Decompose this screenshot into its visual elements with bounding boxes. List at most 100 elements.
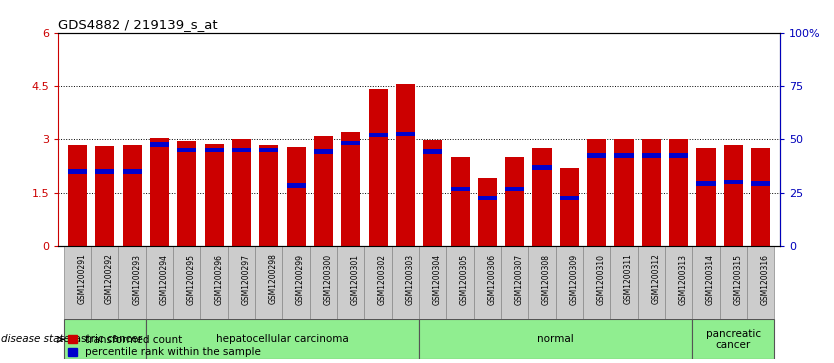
FancyBboxPatch shape (692, 319, 774, 359)
Text: GSM1200292: GSM1200292 (105, 254, 113, 305)
Text: GSM1200307: GSM1200307 (515, 253, 524, 305)
Bar (696, 182, 716, 186)
Bar (696, 148, 716, 246)
Bar (204, 144, 224, 246)
Bar (478, 179, 497, 246)
Bar (669, 139, 688, 246)
Bar (314, 150, 333, 154)
FancyBboxPatch shape (392, 246, 420, 319)
Text: GSM1200304: GSM1200304 (433, 253, 442, 305)
Text: gastric cancer: gastric cancer (68, 334, 142, 344)
Bar (587, 153, 606, 158)
Bar (396, 84, 415, 246)
Text: GSM1200311: GSM1200311 (624, 254, 633, 305)
Bar (95, 169, 114, 174)
Bar (642, 153, 661, 158)
Bar (232, 148, 251, 152)
Bar (204, 148, 224, 152)
Bar (450, 187, 470, 191)
FancyBboxPatch shape (420, 319, 692, 359)
FancyBboxPatch shape (173, 246, 200, 319)
FancyBboxPatch shape (474, 246, 501, 319)
FancyBboxPatch shape (146, 246, 173, 319)
Bar (423, 140, 442, 246)
Bar (724, 145, 743, 246)
FancyBboxPatch shape (529, 246, 555, 319)
FancyBboxPatch shape (91, 246, 118, 319)
FancyBboxPatch shape (501, 246, 529, 319)
Text: GSM1200314: GSM1200314 (706, 253, 715, 305)
Bar (396, 132, 415, 136)
Text: GSM1200291: GSM1200291 (78, 254, 87, 305)
FancyBboxPatch shape (720, 246, 747, 319)
Bar (751, 182, 771, 186)
Text: GSM1200303: GSM1200303 (405, 253, 414, 305)
FancyBboxPatch shape (364, 246, 392, 319)
Text: GSM1200312: GSM1200312 (651, 254, 661, 305)
FancyBboxPatch shape (337, 246, 364, 319)
Bar (751, 148, 771, 246)
Text: GSM1200306: GSM1200306 (487, 253, 496, 305)
Bar (341, 131, 360, 246)
Text: disease state: disease state (1, 334, 70, 344)
Text: GSM1200301: GSM1200301 (351, 253, 359, 305)
Bar (314, 136, 333, 246)
Text: GSM1200310: GSM1200310 (596, 253, 605, 305)
FancyBboxPatch shape (446, 246, 474, 319)
Bar (560, 196, 579, 200)
Text: GSM1200308: GSM1200308 (542, 253, 551, 305)
Text: GSM1200295: GSM1200295 (187, 253, 196, 305)
FancyBboxPatch shape (420, 246, 446, 319)
Text: hepatocellular carcinoma: hepatocellular carcinoma (216, 334, 349, 344)
Bar (178, 148, 196, 152)
FancyBboxPatch shape (64, 246, 91, 319)
Bar (259, 148, 279, 152)
Bar (369, 133, 388, 137)
Bar (123, 169, 142, 174)
Bar (178, 141, 196, 246)
FancyBboxPatch shape (64, 319, 146, 359)
Text: GSM1200300: GSM1200300 (324, 253, 333, 305)
Bar (150, 142, 169, 147)
Bar (68, 169, 87, 174)
FancyBboxPatch shape (583, 246, 610, 319)
FancyBboxPatch shape (638, 246, 665, 319)
Bar (532, 166, 551, 170)
Bar (587, 139, 606, 246)
Bar (123, 146, 142, 246)
Bar (560, 168, 579, 246)
FancyBboxPatch shape (200, 246, 228, 319)
FancyBboxPatch shape (118, 246, 146, 319)
Bar (423, 150, 442, 154)
Bar (369, 89, 388, 246)
Bar (341, 140, 360, 145)
FancyBboxPatch shape (146, 319, 420, 359)
Bar (478, 196, 497, 200)
Bar (287, 183, 306, 188)
Text: GSM1200298: GSM1200298 (269, 254, 278, 305)
Bar (150, 138, 169, 246)
Bar (615, 139, 634, 246)
Text: pancreatic
cancer: pancreatic cancer (706, 329, 761, 350)
Text: GSM1200313: GSM1200313 (679, 253, 688, 305)
Text: GSM1200293: GSM1200293 (132, 253, 141, 305)
Text: GDS4882 / 219139_s_at: GDS4882 / 219139_s_at (58, 19, 218, 32)
Bar (259, 145, 279, 246)
Bar (642, 139, 661, 246)
Text: GSM1200315: GSM1200315 (733, 253, 742, 305)
FancyBboxPatch shape (747, 246, 774, 319)
Bar (669, 153, 688, 158)
Text: GSM1200316: GSM1200316 (761, 253, 770, 305)
Legend: transformed count, percentile rank within the sample: transformed count, percentile rank withi… (63, 330, 265, 362)
Bar (95, 146, 114, 246)
FancyBboxPatch shape (610, 246, 638, 319)
Bar (232, 139, 251, 246)
Text: GSM1200294: GSM1200294 (159, 253, 168, 305)
FancyBboxPatch shape (692, 246, 720, 319)
Text: GSM1200302: GSM1200302 (378, 253, 387, 305)
Bar (287, 147, 306, 246)
Bar (532, 148, 551, 246)
Bar (505, 187, 525, 191)
FancyBboxPatch shape (283, 246, 309, 319)
FancyBboxPatch shape (665, 246, 692, 319)
